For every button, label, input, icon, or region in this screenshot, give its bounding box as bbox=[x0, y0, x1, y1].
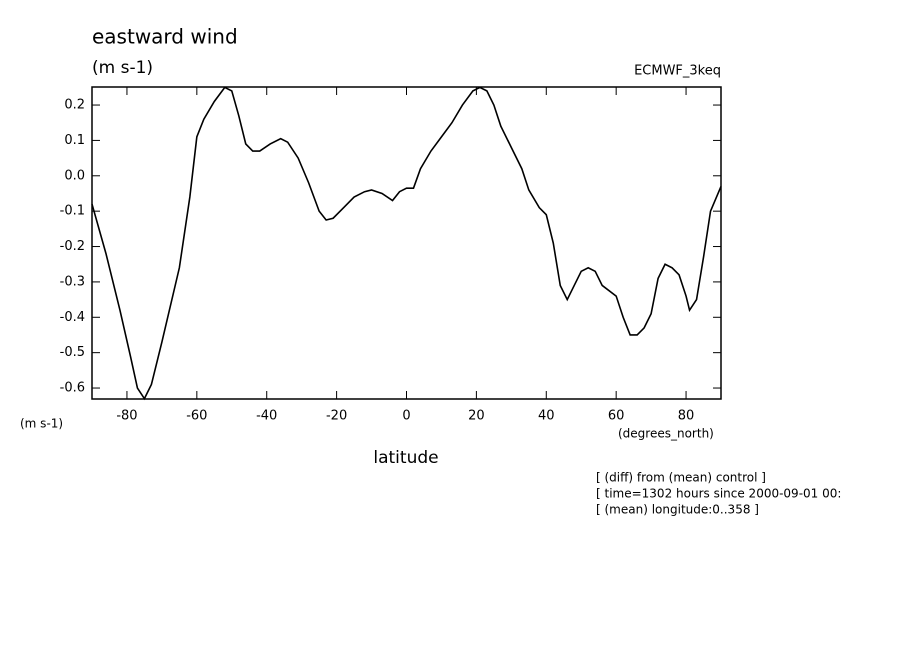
x-tick-label: 40 bbox=[538, 409, 555, 424]
y-axis-units: (m s-1) bbox=[20, 417, 63, 431]
x-axis-title: latitude bbox=[373, 448, 438, 468]
x-tick-label: 60 bbox=[608, 409, 625, 424]
x-tick-label: -20 bbox=[326, 409, 347, 424]
x-tick-label: 20 bbox=[468, 409, 485, 424]
note: [ time=1302 hours since 2000-09-01 00: bbox=[596, 487, 841, 501]
x-tick-label: 0 bbox=[402, 409, 410, 424]
note: [ (diff) from (mean) control ] bbox=[596, 471, 766, 485]
x-tick-label: -40 bbox=[256, 409, 277, 424]
y-tick-label: 0.2 bbox=[64, 98, 85, 113]
x-axis-units: (degrees_north) bbox=[618, 427, 714, 441]
note: [ (mean) longitude:0..358 ] bbox=[596, 503, 759, 517]
y-tick-label: -0.5 bbox=[60, 345, 85, 360]
chart-subtitle: (m s-1) bbox=[92, 58, 153, 78]
dataset-label: ECMWF_3keq bbox=[634, 64, 721, 79]
y-tick-label: -0.3 bbox=[60, 274, 85, 289]
y-tick-label: 0.1 bbox=[64, 133, 85, 148]
data-line bbox=[91, 86, 722, 401]
chart-title: eastward wind bbox=[92, 25, 238, 49]
y-tick-label: 0.0 bbox=[64, 168, 85, 183]
x-tick-label: -60 bbox=[186, 409, 207, 424]
y-tick-label: -0.6 bbox=[60, 381, 85, 396]
y-tick-label: -0.2 bbox=[60, 239, 85, 254]
y-tick-label: -0.1 bbox=[60, 204, 85, 219]
x-tick-label: -80 bbox=[116, 409, 137, 424]
x-tick-label: 80 bbox=[678, 409, 695, 424]
y-tick-label: -0.4 bbox=[60, 310, 85, 325]
